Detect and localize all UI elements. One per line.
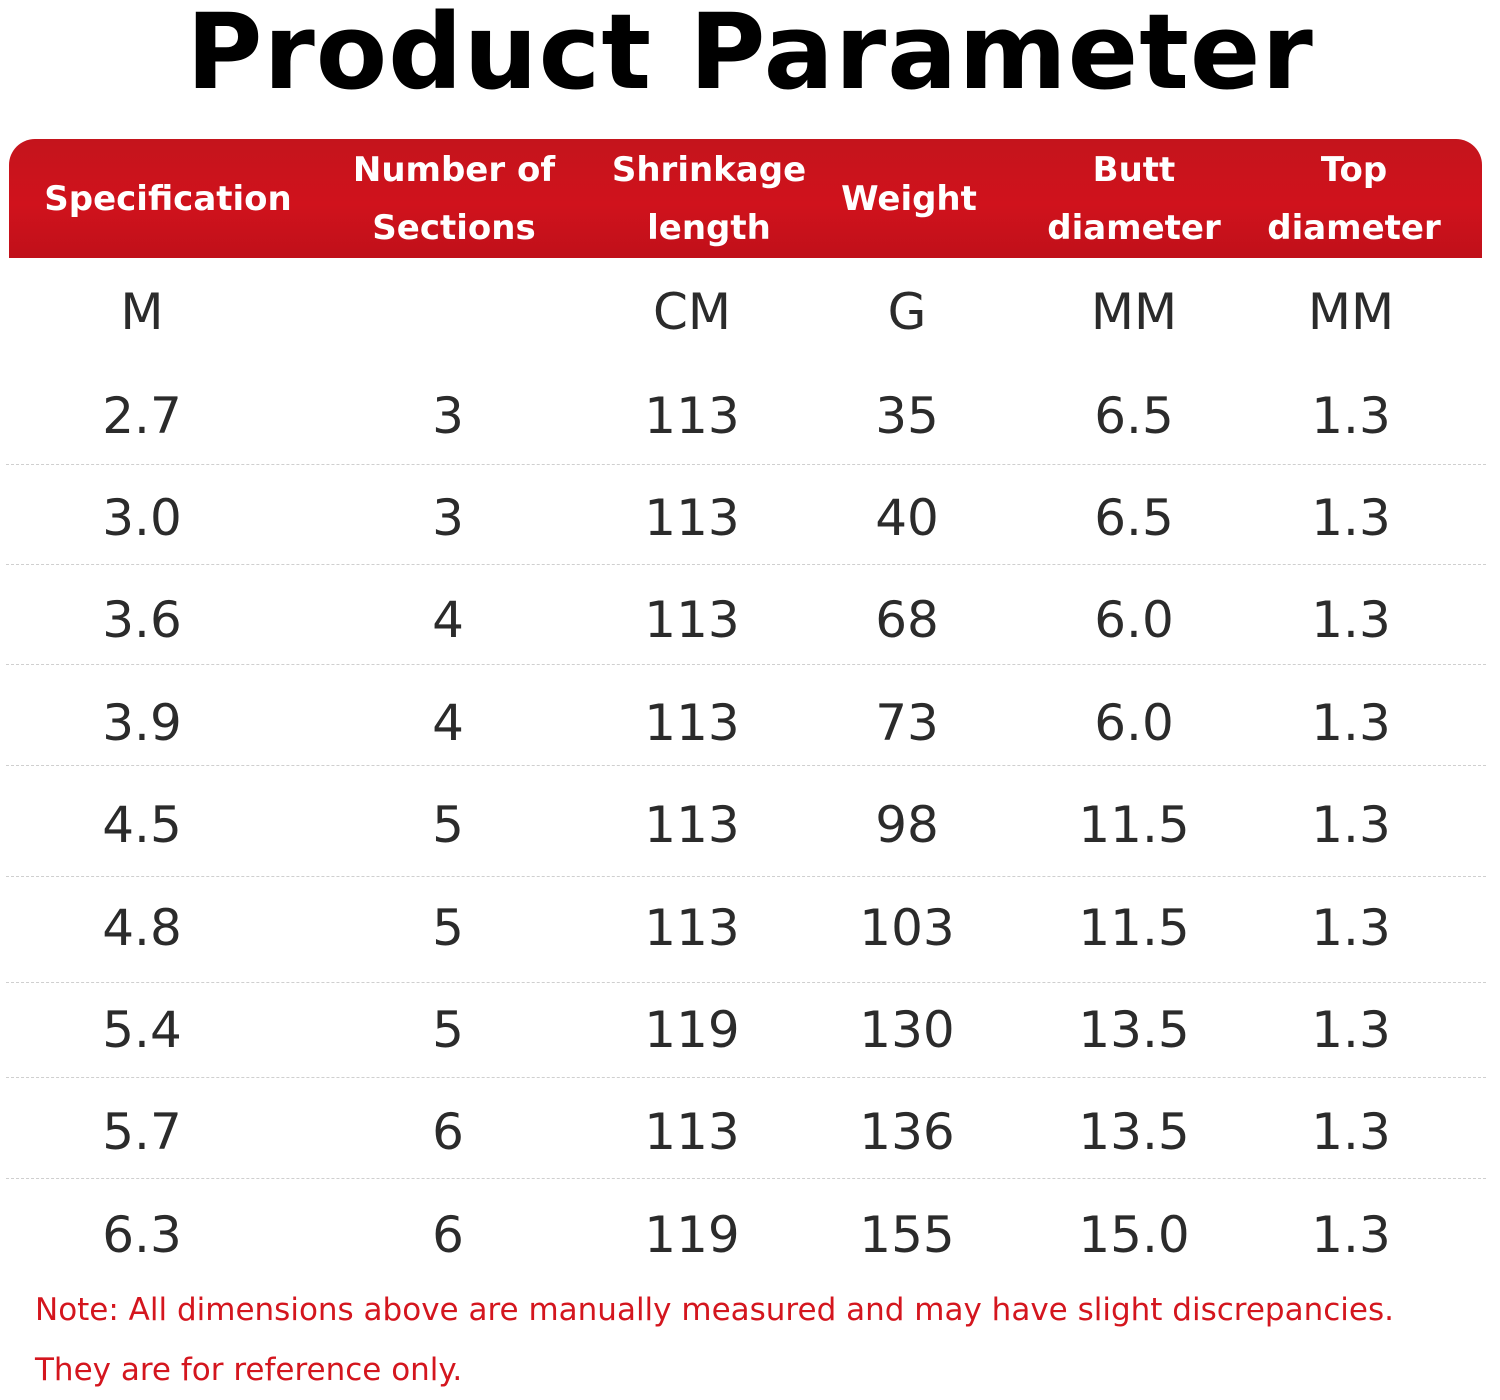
cell-top-diameter: 1.3	[1311, 899, 1391, 957]
row-divider	[6, 1178, 1486, 1179]
cell-weight: 136	[859, 1103, 955, 1161]
cell-shrinkage-length: 113	[644, 591, 740, 649]
cell-specification: 3.0	[102, 489, 182, 547]
header-top-diameter: Top diameter	[1267, 149, 1441, 248]
cell-sections: 5	[432, 1001, 464, 1059]
cell-sections: 6	[432, 1206, 464, 1264]
header-shrinkage-length: Shrinkage length	[611, 149, 807, 248]
cell-specification: 3.6	[102, 591, 182, 649]
cell-specification: 5.4	[102, 1001, 182, 1059]
disclaimer-line-1: Note: All dimensions above are manually …	[35, 1292, 1394, 1328]
cell-top-diameter: 1.3	[1311, 489, 1391, 547]
cell-shrinkage-length: 113	[644, 899, 740, 957]
row-divider	[6, 464, 1486, 465]
cell-top-diameter: 1.3	[1311, 694, 1391, 752]
row-divider	[6, 1077, 1486, 1078]
cell-weight: 103	[859, 899, 955, 957]
cell-shrinkage-length: 119	[644, 1001, 740, 1059]
cell-weight: 73	[875, 694, 939, 752]
header-specification: Specification	[44, 178, 292, 219]
cell-weight: 130	[859, 1001, 955, 1059]
cell-sections: 6	[432, 1103, 464, 1161]
cell-sections: 4	[432, 694, 464, 752]
cell-sections: 4	[432, 591, 464, 649]
page-title: Product Parameter	[186, 0, 1314, 113]
cell-specification: 4.5	[102, 796, 182, 854]
cell-shrinkage-length: 113	[644, 387, 740, 445]
table-row: 5.7 6 113 136 13.5 1.3	[0, 1082, 1500, 1182]
cell-specification: 5.7	[102, 1103, 182, 1161]
table-row: 3.6 4 113 68 6.0 1.3	[0, 570, 1500, 670]
row-divider	[6, 765, 1486, 766]
cell-butt-diameter: 13.5	[1078, 1001, 1190, 1059]
table-header: Specification Number of Sections Shrinka…	[9, 139, 1482, 258]
cell-top-diameter: 1.3	[1311, 796, 1391, 854]
cell-sections: 3	[432, 489, 464, 547]
header-butt-diameter: Butt diameter	[1047, 149, 1221, 248]
cell-shrinkage-length: 113	[644, 796, 740, 854]
cell-butt-diameter: 11.5	[1078, 899, 1190, 957]
disclaimer-note: Note: All dimensions above are manually …	[35, 1280, 1475, 1400]
unit-specification: M	[120, 283, 164, 341]
cell-shrinkage-length: 119	[644, 1206, 740, 1264]
unit-top-diameter: MM	[1307, 283, 1395, 341]
row-divider	[6, 664, 1486, 665]
units-row: M CM G MM MM	[0, 262, 1500, 362]
cell-shrinkage-length: 113	[644, 694, 740, 752]
disclaimer-line-2: They are for reference only.	[35, 1352, 463, 1388]
cell-butt-diameter: 6.0	[1094, 694, 1174, 752]
row-divider	[6, 876, 1486, 877]
unit-butt-diameter: MM	[1090, 283, 1178, 341]
cell-specification: 4.8	[102, 899, 182, 957]
cell-top-diameter: 1.3	[1311, 1206, 1391, 1264]
header-weight: Weight	[841, 178, 977, 219]
table-row: 2.7 3 113 35 6.5 1.3	[0, 366, 1500, 466]
header-number-of-sections: Number of Sections	[352, 149, 556, 248]
cell-top-diameter: 1.3	[1311, 591, 1391, 649]
cell-top-diameter: 1.3	[1311, 387, 1391, 445]
row-divider	[6, 982, 1486, 983]
cell-butt-diameter: 6.5	[1094, 489, 1174, 547]
cell-butt-diameter: 15.0	[1078, 1206, 1190, 1264]
cell-specification: 2.7	[102, 387, 182, 445]
cell-sections: 5	[432, 796, 464, 854]
cell-butt-diameter: 13.5	[1078, 1103, 1190, 1161]
table-row: 3.0 3 113 40 6.5 1.3	[0, 468, 1500, 568]
cell-specification: 3.9	[102, 694, 182, 752]
cell-weight: 35	[875, 387, 939, 445]
cell-weight: 155	[859, 1206, 955, 1264]
cell-shrinkage-length: 113	[644, 1103, 740, 1161]
cell-top-diameter: 1.3	[1311, 1103, 1391, 1161]
table-row: 5.4 5 119 130 13.5 1.3	[0, 980, 1500, 1080]
cell-weight: 40	[875, 489, 939, 547]
cell-butt-diameter: 6.5	[1094, 387, 1174, 445]
unit-number-of-sections	[348, 262, 548, 362]
cell-specification: 6.3	[102, 1206, 182, 1264]
unit-weight: G	[887, 283, 927, 341]
cell-butt-diameter: 11.5	[1078, 796, 1190, 854]
table-row: 6.3 6 119 155 15.0 1.3	[0, 1185, 1500, 1285]
cell-weight: 98	[875, 796, 939, 854]
cell-weight: 68	[875, 591, 939, 649]
row-divider	[6, 564, 1486, 565]
cell-butt-diameter: 6.0	[1094, 591, 1174, 649]
cell-shrinkage-length: 113	[644, 489, 740, 547]
table-row: 3.9 4 113 73 6.0 1.3	[0, 673, 1500, 773]
table-row: 4.8 5 113 103 11.5 1.3	[0, 878, 1500, 978]
unit-shrinkage-length: CM	[652, 283, 732, 341]
cell-sections: 5	[432, 899, 464, 957]
table-row: 4.5 5 113 98 11.5 1.3	[0, 775, 1500, 875]
cell-top-diameter: 1.3	[1311, 1001, 1391, 1059]
cell-sections: 3	[432, 387, 464, 445]
